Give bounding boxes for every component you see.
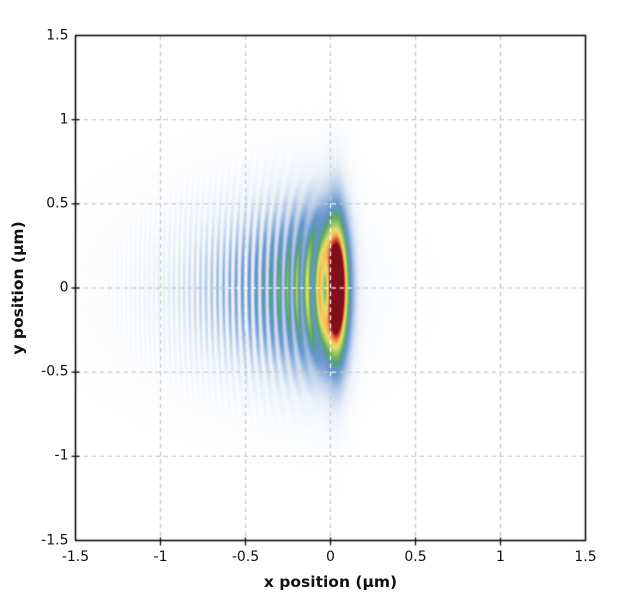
y-tick-label: -1 [54,448,69,465]
x-tick-label: 1.5 [574,548,597,565]
x-tick-label: -0.5 [231,548,260,565]
x-tick-label: 0 [326,548,335,565]
x-tick-label: -1.5 [61,548,90,565]
x-tick-label: 0.5 [404,548,427,565]
x-tick-label: -1 [153,548,168,565]
x-axis-title: x position (µm) [263,572,398,591]
y-axis-title: y position (µm) [9,221,27,355]
y-tick-label: -0.5 [41,363,69,380]
y-tick-label: 1.5 [46,27,69,44]
y-tick-label: 1 [59,111,69,128]
y-tick-label: 0 [59,279,69,296]
y-tick-label: -1.5 [41,532,69,549]
x-tick-label: 1 [496,548,505,565]
y-tick-label: 0.5 [46,195,69,212]
